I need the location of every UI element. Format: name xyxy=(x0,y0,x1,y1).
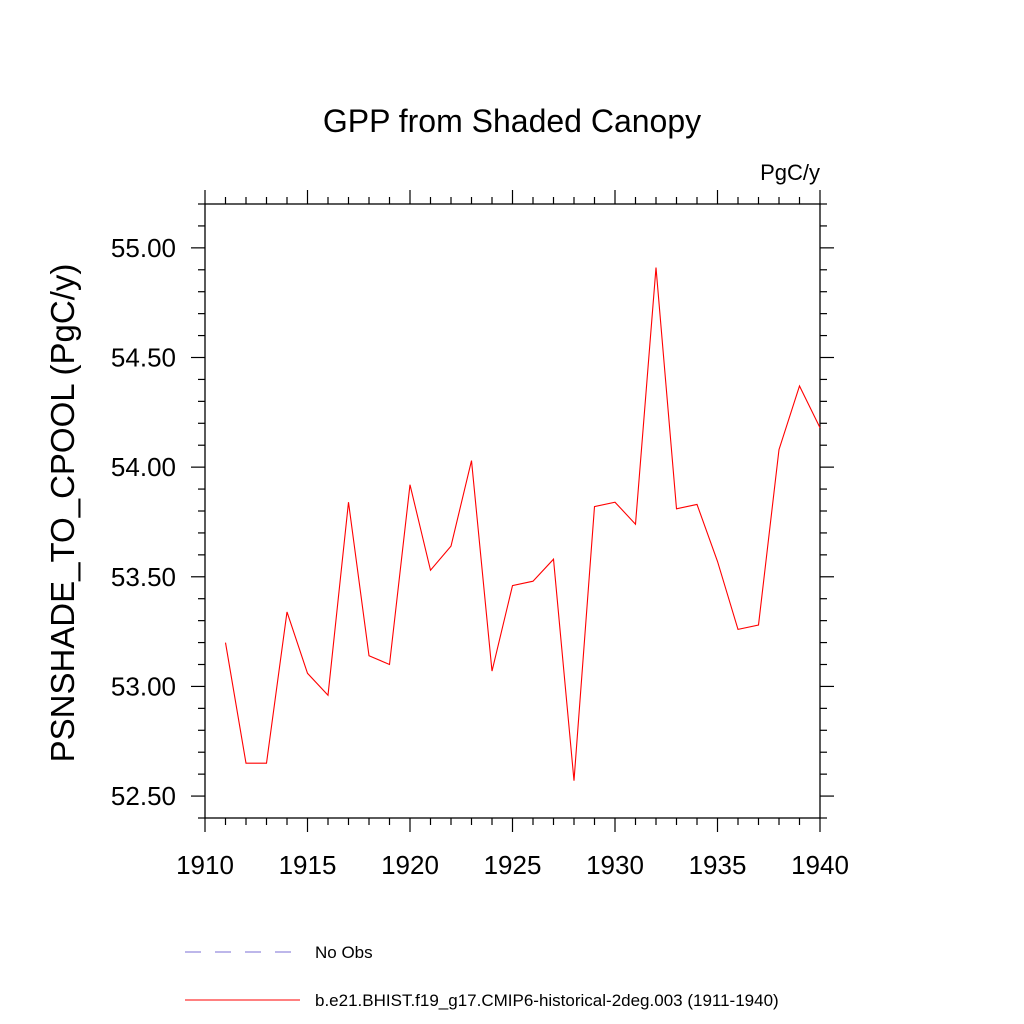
plot-lines xyxy=(224,267,821,781)
axis-tick-labels: 1910 1915 1920 1925 1930 1935 1940 52.50 53.00 53… xyxy=(111,233,849,880)
y-tick-label: 54.50 xyxy=(111,343,176,373)
y-tick-label: 55.00 xyxy=(111,233,176,263)
series-line xyxy=(224,267,821,781)
x-tick-label: 1910 xyxy=(176,850,234,880)
units-label: PgC/y xyxy=(760,160,820,185)
x-tick-label: 1935 xyxy=(689,850,747,880)
legend-label: b.e21.BHIST.f19_g17.CMIP6-historical-2de… xyxy=(315,991,779,1010)
legend: No Obs b.e21.BHIST.f19_g17.CMIP6-historic… xyxy=(185,943,779,1010)
x-tick-label: 1920 xyxy=(381,850,439,880)
legend-label: No Obs xyxy=(315,943,373,962)
y-axis-label: PSNSHADE_TO_CPOOL (PgC/y) xyxy=(44,264,81,763)
axis-ticks xyxy=(191,190,834,832)
chart-title: GPP from Shaded Canopy xyxy=(323,103,701,139)
y-tick-label: 53.50 xyxy=(111,562,176,592)
x-tick-label: 1940 xyxy=(791,850,849,880)
y-tick-label: 54.00 xyxy=(111,452,176,482)
y-tick-label: 52.50 xyxy=(111,781,176,811)
y-tick-label: 53.00 xyxy=(111,671,176,701)
x-tick-label: 1925 xyxy=(484,850,542,880)
plot-border xyxy=(204,203,821,819)
x-tick-label: 1915 xyxy=(279,850,337,880)
x-tick-label: 1930 xyxy=(586,850,644,880)
plot-frame xyxy=(204,203,821,819)
